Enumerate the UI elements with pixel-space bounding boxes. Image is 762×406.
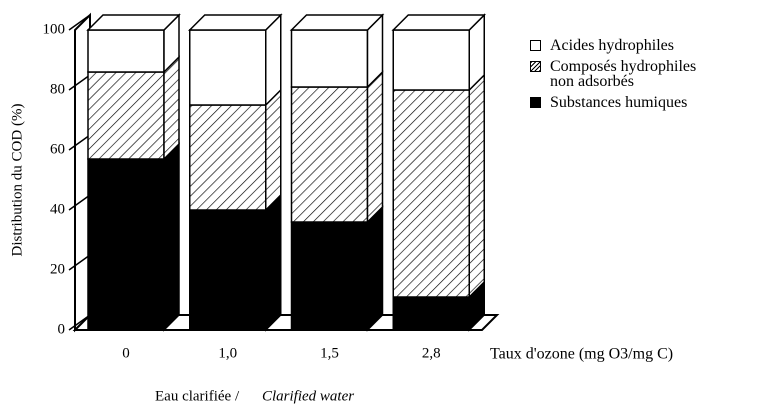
y-tick-label: 0 bbox=[58, 321, 66, 337]
x-axis-label: Taux d'ozone (mg O3/mg C) bbox=[490, 346, 673, 363]
bar-segment bbox=[392, 296, 470, 331]
bar-side bbox=[468, 73, 485, 299]
legend: Acides hydrophiles Composés hydrophiles n… bbox=[530, 38, 755, 116]
y-axis-label: Distribution du COD (%) bbox=[9, 104, 25, 257]
x-tick-label: 1,5 bbox=[320, 345, 339, 361]
legend-swatch bbox=[530, 97, 541, 108]
tick bbox=[68, 194, 91, 211]
bar-top bbox=[187, 14, 283, 31]
bar-side bbox=[163, 142, 180, 332]
legend-label: Acides hydrophiles bbox=[550, 37, 674, 54]
legend-swatch bbox=[530, 40, 541, 51]
bar-segment bbox=[392, 89, 470, 298]
tick bbox=[68, 254, 91, 271]
legend-item: Acides hydrophiles bbox=[530, 37, 755, 54]
x-tick-label: 2,8 bbox=[422, 345, 441, 361]
bar-segment bbox=[87, 29, 165, 73]
y-tick-label: 20 bbox=[50, 261, 65, 277]
bar-side bbox=[163, 55, 180, 161]
bar-segment bbox=[189, 209, 267, 331]
y-tick-label: 60 bbox=[50, 141, 65, 157]
bar-top bbox=[289, 14, 385, 31]
y-tick-label: 100 bbox=[43, 21, 66, 37]
legend-swatch bbox=[530, 61, 541, 72]
bar-segment bbox=[189, 29, 267, 106]
x-tick-label: 1,0 bbox=[218, 345, 237, 361]
y-tick-label: 40 bbox=[50, 201, 65, 217]
legend-label: Substances humiques bbox=[550, 94, 688, 111]
x-tick-label: 0 bbox=[122, 345, 130, 361]
legend-item: Substances humiques bbox=[530, 94, 755, 111]
tick bbox=[68, 134, 91, 151]
tick bbox=[68, 14, 91, 31]
legend-item: Composés hydrophiles non adsorbés bbox=[530, 58, 755, 90]
bar-top bbox=[391, 14, 487, 31]
bar-segment bbox=[189, 104, 267, 211]
bar-side bbox=[265, 88, 282, 212]
bar-side bbox=[265, 193, 282, 332]
bar-segment bbox=[290, 86, 369, 223]
legend-label: Composés hydrophiles non adsorbés bbox=[550, 58, 697, 90]
bar-segment bbox=[392, 29, 470, 91]
bar-segment bbox=[87, 71, 165, 160]
bar-side bbox=[366, 70, 384, 224]
bar-segment bbox=[87, 158, 165, 331]
bar-segment bbox=[290, 221, 369, 331]
bar-top bbox=[86, 14, 181, 31]
y-tick-label: 80 bbox=[50, 81, 65, 97]
tick bbox=[68, 314, 91, 331]
caption: Eau clarifiée / bbox=[155, 388, 240, 404]
bar-side bbox=[366, 205, 384, 332]
caption-en: Clarified water bbox=[262, 388, 354, 404]
bar-segment bbox=[290, 29, 369, 88]
tick bbox=[68, 74, 91, 91]
